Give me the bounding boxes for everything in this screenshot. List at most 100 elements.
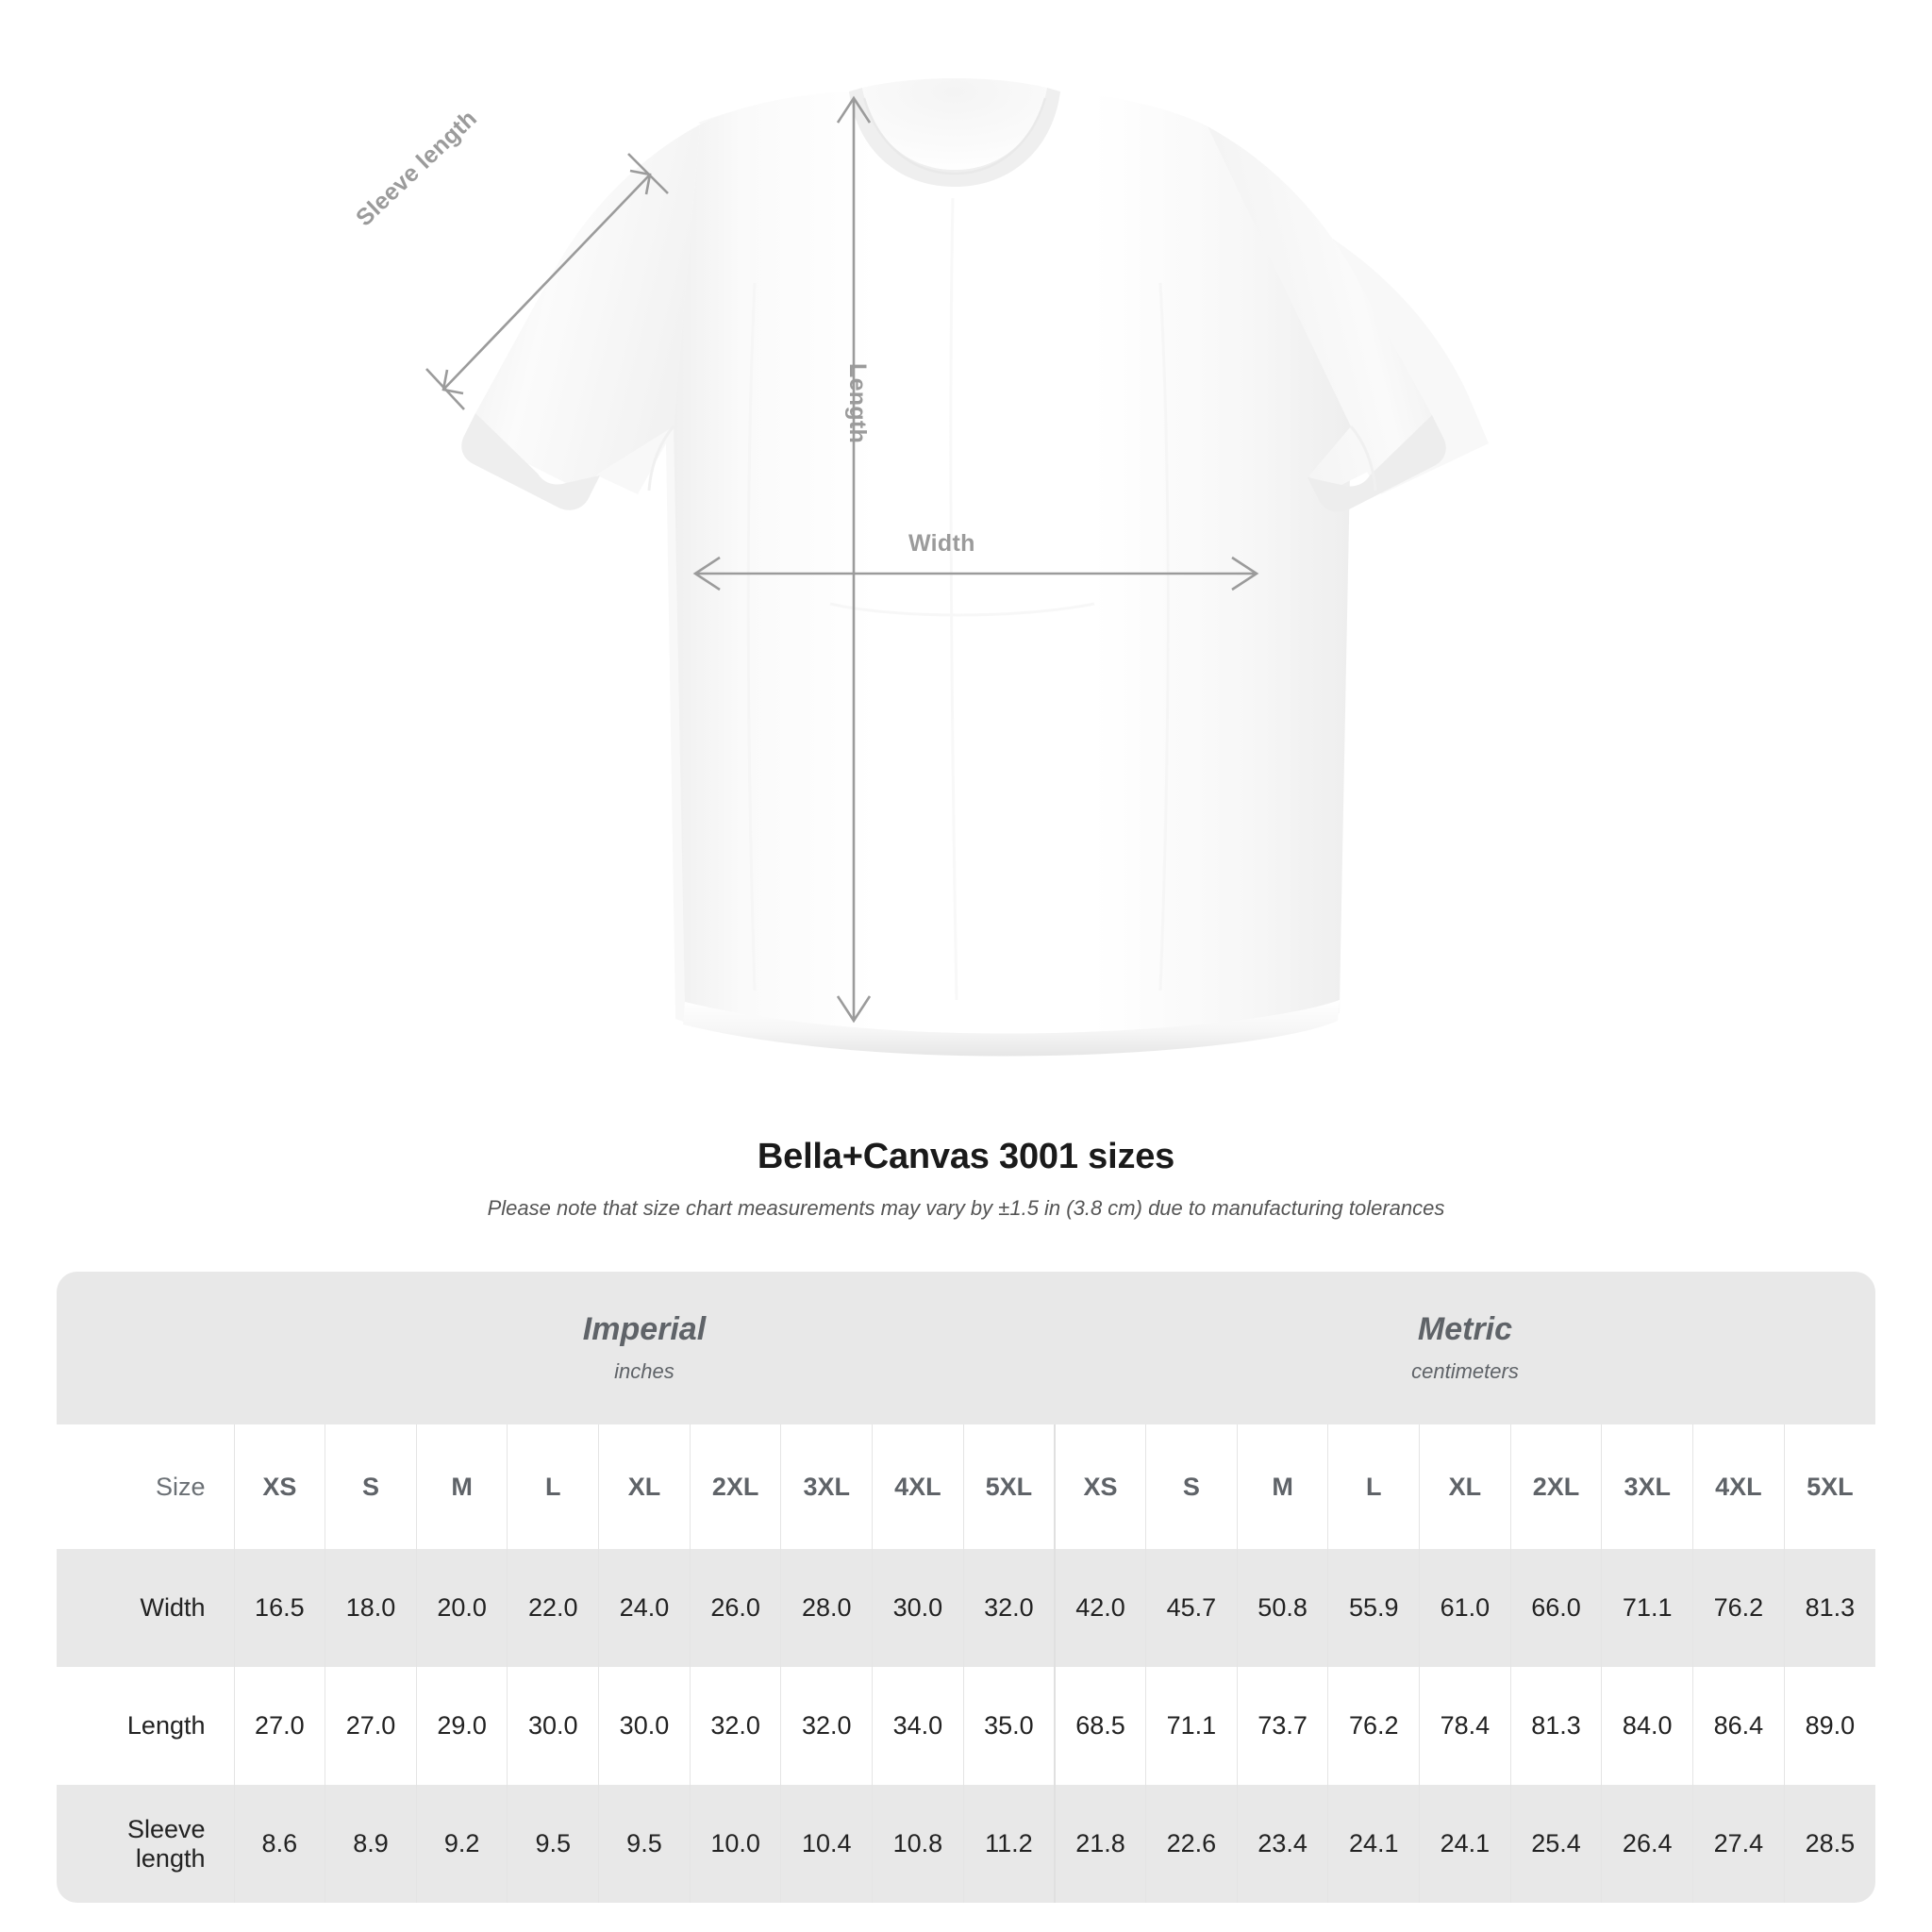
size-header-text: 5XL bbox=[1807, 1472, 1854, 1501]
size-header-cell: 2XL bbox=[1509, 1424, 1602, 1549]
size-header-text: 4XL bbox=[894, 1472, 941, 1501]
measurement-cell: 9.5 bbox=[598, 1785, 691, 1903]
measurement-cell: 24.1 bbox=[1327, 1785, 1420, 1903]
measurement-cell: 81.3 bbox=[1509, 1667, 1602, 1785]
measurement-cell: 20.0 bbox=[415, 1549, 508, 1667]
measurement-cell: 18.0 bbox=[325, 1549, 417, 1667]
measurement-row-label: Width bbox=[57, 1549, 234, 1667]
shirt-sleeve-left bbox=[472, 125, 700, 486]
size-header-text: S bbox=[361, 1472, 379, 1501]
measurement-cell: 66.0 bbox=[1509, 1549, 1602, 1667]
measurement-cell: 84.0 bbox=[1601, 1667, 1693, 1785]
tshirt-illustration bbox=[425, 78, 1446, 1057]
measurement-cell: 22.6 bbox=[1145, 1785, 1238, 1903]
measurement-cell: 30.0 bbox=[507, 1667, 599, 1785]
size-header-text: XS bbox=[262, 1472, 297, 1501]
unit-group-name: Imperial bbox=[582, 1311, 707, 1348]
size-header-cell: 3XL bbox=[780, 1424, 873, 1549]
size-header-cell: S bbox=[325, 1424, 417, 1549]
measurement-cell: 26.0 bbox=[689, 1549, 781, 1667]
size-header-cell: XL bbox=[1419, 1424, 1511, 1549]
measurement-cell: 8.6 bbox=[233, 1785, 325, 1903]
measurement-cell: 50.8 bbox=[1236, 1549, 1328, 1667]
length-guide bbox=[836, 95, 872, 1024]
size-header-text: 3XL bbox=[803, 1472, 851, 1501]
measurement-cell: 86.4 bbox=[1692, 1667, 1785, 1785]
shirt-body bbox=[674, 92, 1351, 1034]
size-header-text: M bbox=[1272, 1472, 1293, 1501]
measurement-cell: 28.0 bbox=[780, 1549, 873, 1667]
size-header-text: M bbox=[451, 1472, 473, 1501]
size-header-cell: 4XL bbox=[1692, 1424, 1785, 1549]
measurement-cell: 24.1 bbox=[1419, 1785, 1511, 1903]
size-table: Imperial inches Metric centimeters Size XS S M L… bbox=[57, 1272, 1875, 1903]
size-header-text: L bbox=[545, 1472, 561, 1501]
measurement-cell: 35.0 bbox=[962, 1667, 1055, 1785]
size-header-cell: S bbox=[1145, 1424, 1238, 1549]
size-row-label: Size bbox=[57, 1424, 234, 1549]
measurement-cell: 76.2 bbox=[1692, 1549, 1785, 1667]
measurement-cell: 78.4 bbox=[1419, 1667, 1511, 1785]
unit-group-metric: Metric centimeters bbox=[1054, 1272, 1875, 1424]
measurement-cell: 9.5 bbox=[507, 1785, 599, 1903]
size-header-text: 4XL bbox=[1715, 1472, 1762, 1501]
length-label: Length bbox=[844, 363, 871, 444]
measurement-cell: 16.5 bbox=[233, 1549, 325, 1667]
size-header-cell: L bbox=[1327, 1424, 1420, 1549]
seam-right bbox=[1349, 425, 1377, 491]
size-header-cell: 5XL bbox=[962, 1424, 1055, 1549]
tshirt-diagram: Sleeve length Length Width bbox=[351, 78, 1446, 1057]
size-header-cell: M bbox=[1236, 1424, 1328, 1549]
size-header-cell: XL bbox=[598, 1424, 691, 1549]
measurement-cell: 28.5 bbox=[1783, 1785, 1875, 1903]
unit-group-imperial: Imperial inches bbox=[234, 1272, 1055, 1424]
size-header-text: L bbox=[1365, 1472, 1382, 1501]
size-header-cell: 2XL bbox=[689, 1424, 781, 1549]
unit-group-sub: centimeters bbox=[1411, 1358, 1519, 1383]
measurement-cell: 26.4 bbox=[1601, 1785, 1693, 1903]
size-header-text: 2XL bbox=[1532, 1472, 1580, 1501]
size-header-row: Size XS S M L XL 2XL 3XL 4XL 5XL XS S M L XL 2XL 3XL 4XL 5… bbox=[57, 1424, 1875, 1549]
measurement-cell: 22.0 bbox=[507, 1549, 599, 1667]
measurement-cell: 30.0 bbox=[598, 1667, 691, 1785]
measurement-cell: 76.2 bbox=[1327, 1667, 1420, 1785]
measurement-cell: 55.9 bbox=[1327, 1549, 1420, 1667]
measurement-cell: 25.4 bbox=[1509, 1785, 1602, 1903]
size-table-container: Imperial inches Metric centimeters Size XS S M L… bbox=[57, 1272, 1875, 1903]
width-guide bbox=[692, 556, 1259, 591]
measurement-cell: 89.0 bbox=[1783, 1667, 1875, 1785]
table-row: Width 16.5 18.0 20.0 22.0 24.0 26.0 28.0 30.0 32.… bbox=[57, 1549, 1875, 1667]
size-header-text: XS bbox=[1083, 1472, 1118, 1501]
measurement-cell: 32.0 bbox=[689, 1667, 781, 1785]
size-header-text: 5XL bbox=[985, 1472, 1033, 1501]
measurement-cell: 32.0 bbox=[962, 1549, 1055, 1667]
measurement-cell: 27.0 bbox=[233, 1667, 325, 1785]
measurement-cell: 71.1 bbox=[1601, 1549, 1693, 1667]
measurement-cell: 27.4 bbox=[1692, 1785, 1785, 1903]
table-row: Length 27.0 27.0 29.0 30.0 30.0 32.0 32.0 34.0 35… bbox=[57, 1667, 1875, 1785]
measurement-cell: 34.0 bbox=[872, 1667, 964, 1785]
measurement-cell: 8.9 bbox=[325, 1785, 417, 1903]
shirt-collar-inner bbox=[862, 78, 1047, 170]
measurement-cell: 32.0 bbox=[780, 1667, 873, 1785]
shirt-sleeve-left-cuff bbox=[461, 413, 600, 510]
page-title: Bella+Canvas 3001 sizes bbox=[757, 1137, 1175, 1176]
measurement-cell: 30.0 bbox=[872, 1549, 964, 1667]
size-header-cell: 5XL bbox=[1783, 1424, 1875, 1549]
shirt-sleeve-right bbox=[1208, 126, 1436, 488]
size-header-cell: M bbox=[415, 1424, 508, 1549]
size-header-text: 3XL bbox=[1624, 1472, 1671, 1501]
shirt-sleeve-right-cuff bbox=[1307, 415, 1446, 512]
table-row: Sleeve length 8.6 8.9 9.2 9.5 9.5 10.0 10.4 10.8… bbox=[57, 1785, 1875, 1903]
width-label: Width bbox=[908, 530, 975, 557]
measurement-cell: 61.0 bbox=[1419, 1549, 1511, 1667]
size-header-text: 2XL bbox=[711, 1472, 759, 1501]
size-header-text: S bbox=[1182, 1472, 1200, 1501]
size-header-cell: 4XL bbox=[872, 1424, 964, 1549]
shirt-hem bbox=[683, 1000, 1340, 1057]
seam-left bbox=[647, 425, 675, 491]
measurement-cell: 45.7 bbox=[1145, 1549, 1238, 1667]
shirt-collar-outer bbox=[849, 88, 1060, 187]
chart-heading: Bella+Canvas 3001 sizes Please note that… bbox=[0, 1137, 1932, 1221]
